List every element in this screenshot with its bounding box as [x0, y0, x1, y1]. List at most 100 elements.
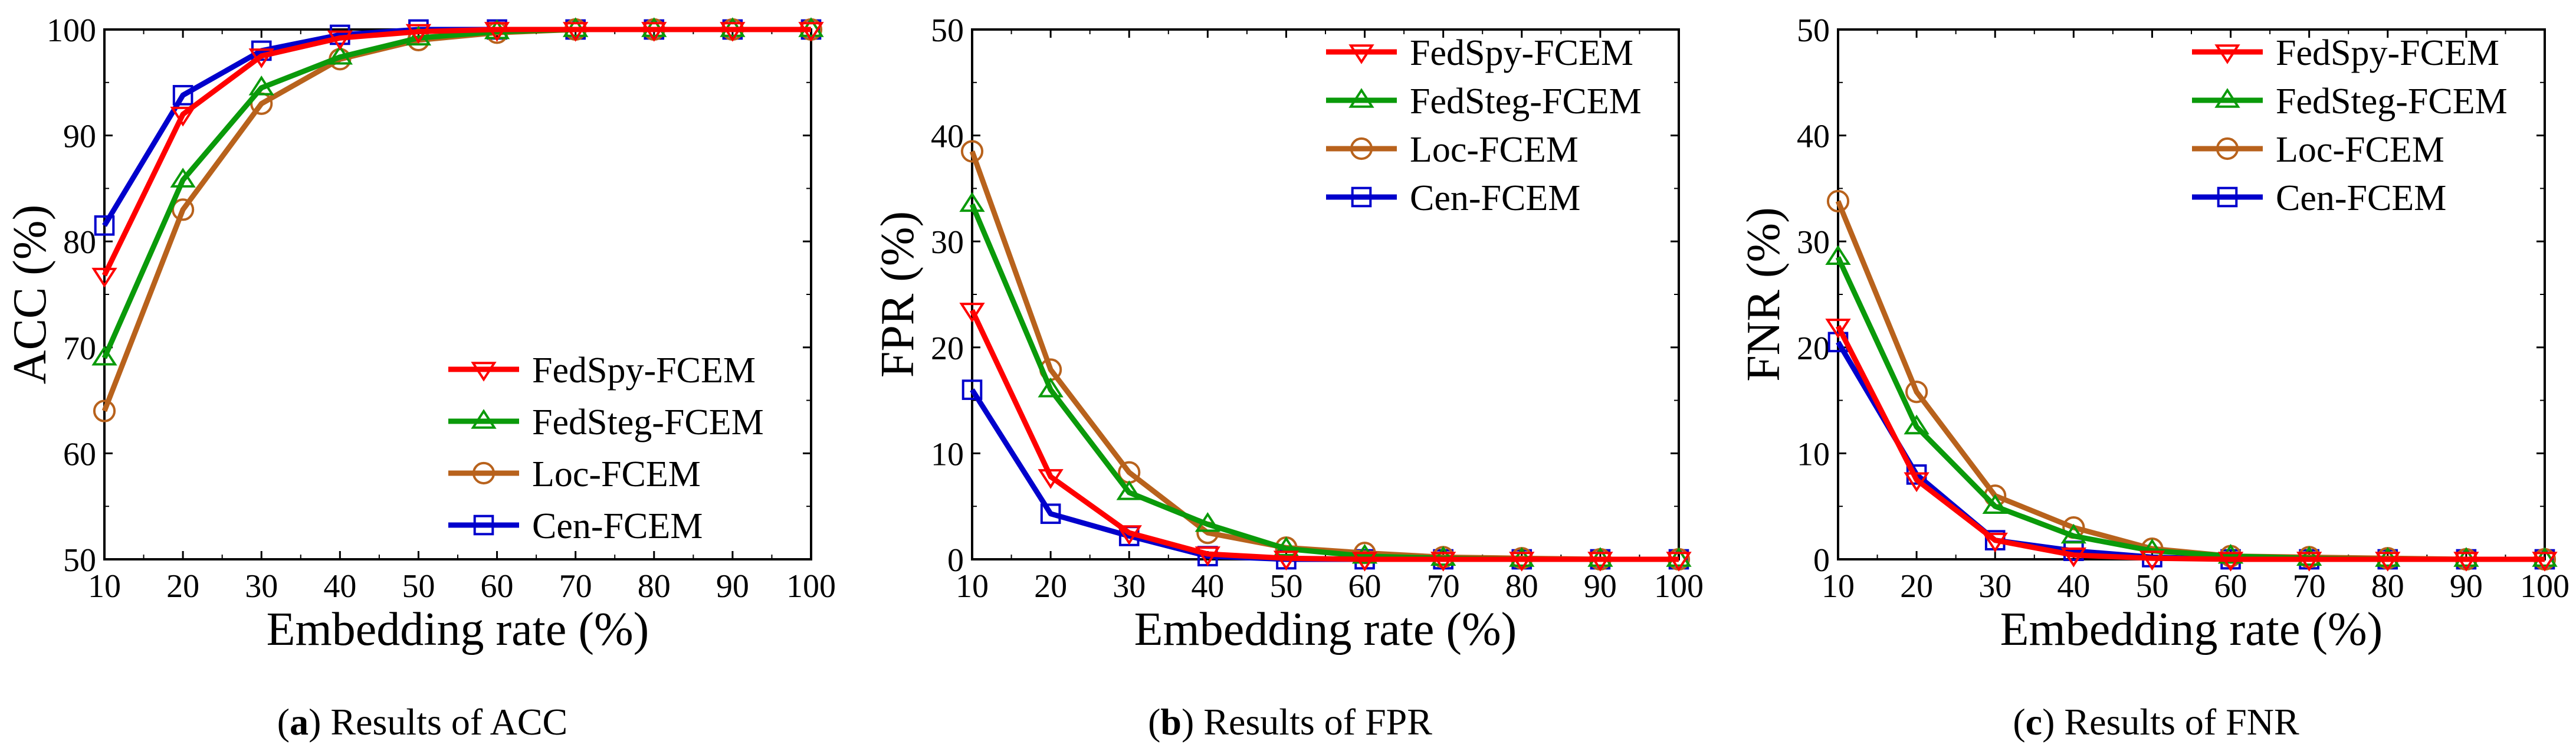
- legend-label: FedSpy-FCEM: [1410, 33, 1633, 73]
- data-point: [1825, 245, 1851, 265]
- panel-caption: (a) Results of ACC: [277, 701, 567, 743]
- legend-label: Cen-FCEM: [2276, 178, 2446, 218]
- series-Cen-FCEM: [94, 19, 822, 236]
- series-line: [969, 309, 1679, 562]
- series-FedSteg-FCEM: [1825, 245, 2558, 567]
- x-tick-label: 70: [1427, 568, 1460, 605]
- y-tick-label: 10: [1797, 436, 1830, 473]
- data-point: [2453, 552, 2479, 572]
- y-tick-label: 90: [63, 119, 96, 155]
- series-Loc-FCEM: [1826, 189, 2557, 571]
- data-point: [1430, 546, 1456, 566]
- y-tick-label: 50: [63, 542, 96, 579]
- data-point: [1038, 469, 1064, 489]
- legend-label: Loc-FCEM: [2276, 130, 2444, 170]
- data-point: [641, 22, 667, 42]
- series-FedSpy-FCEM: [91, 22, 824, 288]
- series-Cen-FCEM: [962, 379, 1689, 570]
- legend-label: Loc-FCEM: [532, 454, 701, 494]
- y-tick-label: 70: [63, 330, 96, 367]
- series-line: [101, 27, 811, 277]
- caption-paren-open: (: [2013, 701, 2025, 743]
- x-tick-label: 100: [2520, 568, 2570, 605]
- data-point: [248, 48, 274, 68]
- x-tick-label: 90: [716, 568, 749, 605]
- data-point: [1982, 494, 2008, 514]
- data-point: [248, 75, 274, 96]
- legend-label: Cen-FCEM: [532, 506, 703, 546]
- data-point: [1195, 546, 1221, 566]
- data-point: [1273, 536, 1300, 556]
- series-line: [1836, 340, 2545, 562]
- series-line: [1835, 256, 2545, 562]
- data-point: [1587, 552, 1613, 572]
- y-tick-label: 30: [931, 224, 964, 261]
- y-tick-label: 0: [1813, 542, 1830, 579]
- data-point: [1430, 552, 1456, 572]
- caption-label: c: [2026, 701, 2042, 743]
- series-line: [102, 27, 811, 227]
- legend-label: FedSteg-FCEM: [1410, 81, 1642, 122]
- data-point: [2060, 523, 2087, 544]
- y-tick-label: 30: [1797, 224, 1830, 261]
- x-tick-label: 30: [1113, 568, 1146, 605]
- legend: FedSpy-FCEM FedSteg-FCEM Loc-FCEM Cen-FCEM: [448, 350, 764, 546]
- y-axis-title: FPR (%): [872, 211, 924, 378]
- data-point: [1351, 552, 1378, 572]
- data-point: [484, 22, 510, 42]
- data-point: [91, 267, 117, 288]
- data-point: [720, 22, 746, 42]
- data-point: [170, 168, 196, 188]
- x-tick-label: 30: [1978, 568, 2011, 605]
- legend-marker: [471, 362, 497, 382]
- panel-caption: (b) Results of FPR: [1148, 701, 1432, 743]
- data-point: [1666, 552, 1692, 572]
- caption-paren-close: ): [2042, 701, 2055, 743]
- caption-paren-open: (: [1148, 701, 1160, 743]
- data-point: [1904, 414, 1929, 435]
- data-point: [1116, 480, 1142, 500]
- legend-label: Cen-FCEM: [1410, 178, 1580, 218]
- x-axis-title: Embedding rate (%): [2000, 604, 2383, 655]
- x-tick-label: 100: [1654, 568, 1704, 605]
- data-point: [1195, 512, 1221, 532]
- x-tick-label: 40: [1191, 568, 1224, 605]
- data-point: [2296, 552, 2322, 572]
- legend-marker: [1348, 88, 1374, 108]
- data-point: [2060, 548, 2087, 568]
- x-tick-label: 40: [2057, 568, 2090, 605]
- data-point: [94, 215, 115, 236]
- series-FedSpy-FCEM: [959, 303, 1692, 572]
- data-point: [1351, 543, 1378, 564]
- data-point: [1825, 319, 1851, 339]
- x-tick-label: 20: [166, 568, 199, 605]
- chart-panel-a: 10 20 30 40 50 60 70 80 90 100 50 60 70 80 90 100 Embedd…: [4, 12, 836, 743]
- data-point: [170, 106, 196, 127]
- x-tick-label: 100: [786, 568, 836, 605]
- data-point: [2217, 552, 2244, 572]
- y-tick-label: 40: [931, 119, 964, 155]
- data-point: [1982, 532, 2008, 553]
- caption-text: Results of FNR: [2055, 701, 2299, 743]
- legend-label: FedSteg-FCEM: [532, 402, 764, 442]
- x-tick-label: 40: [323, 568, 356, 605]
- data-point: [959, 192, 985, 212]
- x-axis-title: Embedding rate (%): [1134, 604, 1517, 655]
- data-point: [405, 24, 432, 44]
- legend-label: FedSpy-FCEM: [2276, 33, 2499, 73]
- data-point: [962, 379, 983, 400]
- data-point: [327, 44, 353, 65]
- legend-marker: [471, 409, 497, 429]
- y-tick-label: 100: [47, 12, 96, 49]
- x-tick-label: 30: [245, 568, 278, 605]
- x-tick-label: 90: [1584, 568, 1617, 605]
- legend-marker: [1348, 44, 1374, 64]
- legend-marker: [2216, 137, 2239, 160]
- x-axis-title: Embedding rate (%): [267, 604, 649, 655]
- series-line: [969, 203, 1679, 562]
- x-tick-label: 50: [402, 568, 435, 605]
- y-tick-label: 10: [931, 436, 964, 473]
- data-point: [798, 22, 824, 42]
- caption-label: a: [290, 701, 309, 743]
